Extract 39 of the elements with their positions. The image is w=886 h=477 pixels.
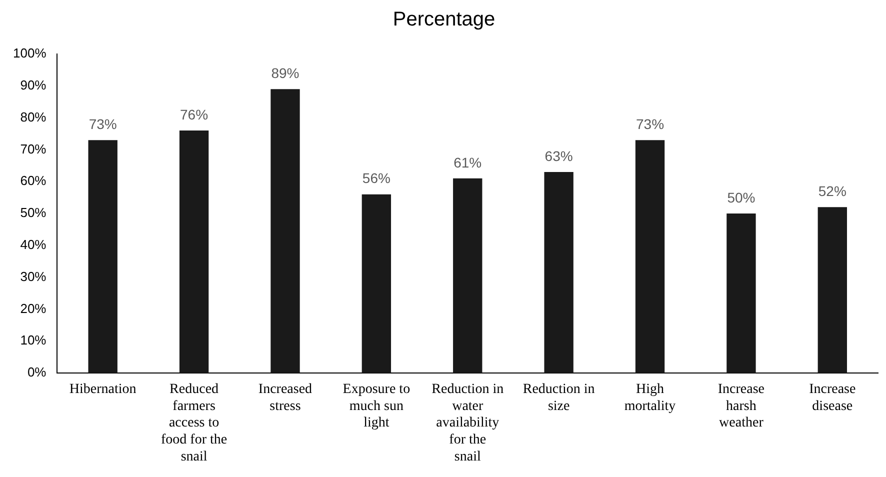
bar xyxy=(88,140,118,373)
y-tick-label: 30% xyxy=(20,268,47,284)
y-tick-label: 60% xyxy=(20,173,47,188)
x-tick-label: Exposure to much sun light xyxy=(342,382,410,431)
x-tick-label: Increased stress xyxy=(258,382,312,414)
data-label: 89% xyxy=(271,64,300,81)
y-tick-label: 0% xyxy=(27,364,47,380)
y-tick-label: 10% xyxy=(20,332,47,348)
bar xyxy=(635,140,665,373)
y-tick-label: 20% xyxy=(20,300,47,316)
data-label: 63% xyxy=(544,148,573,164)
x-tick-label: Reduced farmers access to food for the snail xyxy=(160,382,228,464)
data-label: 56% xyxy=(362,170,390,186)
data-label: 61% xyxy=(454,154,482,170)
x-tick-label: Hibernation xyxy=(69,382,136,398)
bar xyxy=(818,207,847,373)
data-label: 73% xyxy=(636,116,664,132)
x-tick-label: Increase harsh weather xyxy=(718,382,765,431)
x-tick-label: Increase disease xyxy=(809,382,856,414)
y-tick-label: 50% xyxy=(20,205,47,220)
data-label: 76% xyxy=(180,106,208,122)
bar xyxy=(362,194,392,373)
bar xyxy=(453,178,482,373)
bar xyxy=(270,89,300,373)
chart-title: Percentage xyxy=(392,8,496,31)
bar xyxy=(544,172,574,373)
data-label: 50% xyxy=(727,189,756,206)
y-tick-label: 100% xyxy=(13,46,47,61)
y-tick-label: 40% xyxy=(20,236,47,252)
x-tick-label: Reduction in water availability for the snail xyxy=(432,382,504,464)
y-tick-label: 70% xyxy=(20,141,47,156)
bar xyxy=(726,214,756,373)
data-label: 52% xyxy=(818,182,846,199)
bar xyxy=(179,130,209,373)
y-tick-label: 90% xyxy=(20,77,47,92)
y-tick-label: 80% xyxy=(20,109,47,124)
x-tick-label: High mortality xyxy=(624,382,676,414)
x-tick-label: Reduction in size xyxy=(522,382,595,414)
data-label: 73% xyxy=(88,116,117,132)
